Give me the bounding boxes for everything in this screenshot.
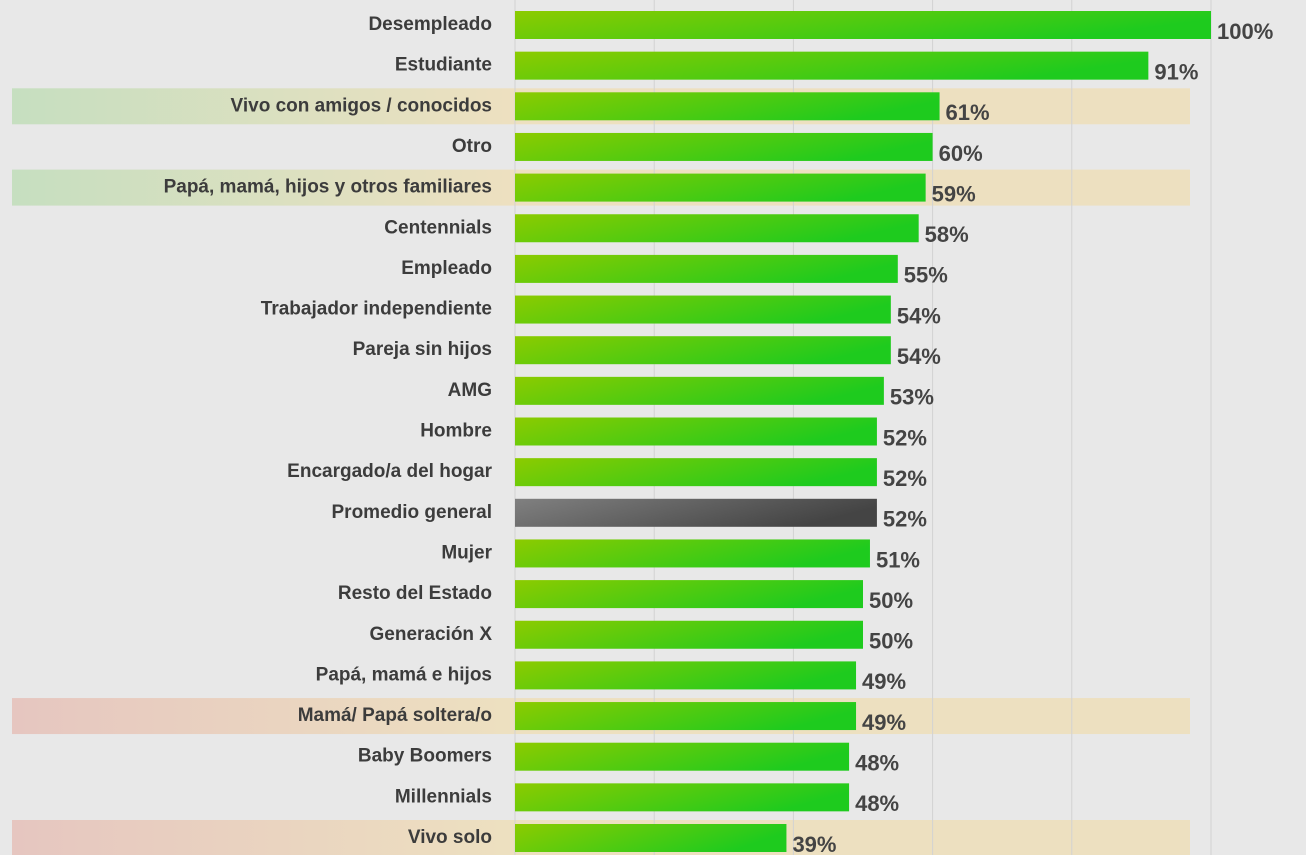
value-label: 61% [946,100,990,125]
bar [515,295,891,324]
bar [515,173,926,202]
category-label: Promedio general [332,502,493,523]
value-label: 60% [939,141,983,166]
bar [515,824,787,852]
value-label: 51% [876,547,920,572]
bar [515,539,870,568]
value-label: 48% [855,791,899,816]
bar [515,417,877,446]
category-label: Encargado/a del hogar [287,461,492,482]
bar [515,336,891,365]
value-label: 59% [932,181,976,206]
value-label: 52% [883,466,927,491]
category-label: Millennials [395,786,492,807]
bar [515,702,857,731]
bar [515,661,857,690]
bar [515,11,1211,39]
bar [515,132,933,161]
category-label: Resto del Estado [338,583,492,604]
value-label: 91% [1154,59,1198,84]
category-label: Generación X [370,624,493,645]
value-label: 100% [1217,19,1273,44]
value-label: 52% [883,425,927,450]
category-label: Vivo con amigos / conocidos [231,95,492,116]
category-label: Vivo solo [408,827,492,848]
bar [515,498,877,527]
category-label: Papá, mamá e hijos [316,664,492,685]
category-label: AMG [448,380,492,401]
category-label: Pareja sin hijos [353,339,492,360]
category-label: Mujer [441,542,492,563]
category-label: Hombre [420,421,492,442]
bar [515,458,877,487]
category-label: Papá, mamá, hijos y otros familiares [164,177,492,198]
bar [515,620,863,649]
value-label: 54% [897,344,941,369]
category-label: Estudiante [395,55,492,76]
value-label: 52% [883,507,927,532]
category-label: Trabajador independiente [261,299,492,320]
value-label: 48% [855,751,899,776]
category-label: Empleado [401,258,492,279]
bar [515,580,863,609]
bar [515,376,884,405]
value-label: 58% [925,222,969,247]
category-label: Otro [452,136,492,157]
bar [515,214,919,243]
value-label: 50% [869,629,913,654]
category-label: Desempleado [368,14,492,35]
bar [515,742,850,771]
category-label: Baby Boomers [358,746,492,767]
bar [515,51,1149,80]
category-label: Mamá/ Papá soltera/o [298,705,492,726]
value-label: 39% [792,832,836,855]
value-label: 50% [869,588,913,613]
value-label: 55% [904,263,948,288]
value-label: 54% [897,303,941,328]
bar [515,254,898,283]
bar [515,783,850,812]
value-label: 49% [862,669,906,694]
value-label: 53% [890,385,934,410]
value-label: 49% [862,710,906,735]
category-label: Centennials [384,217,492,238]
bar [515,92,940,121]
